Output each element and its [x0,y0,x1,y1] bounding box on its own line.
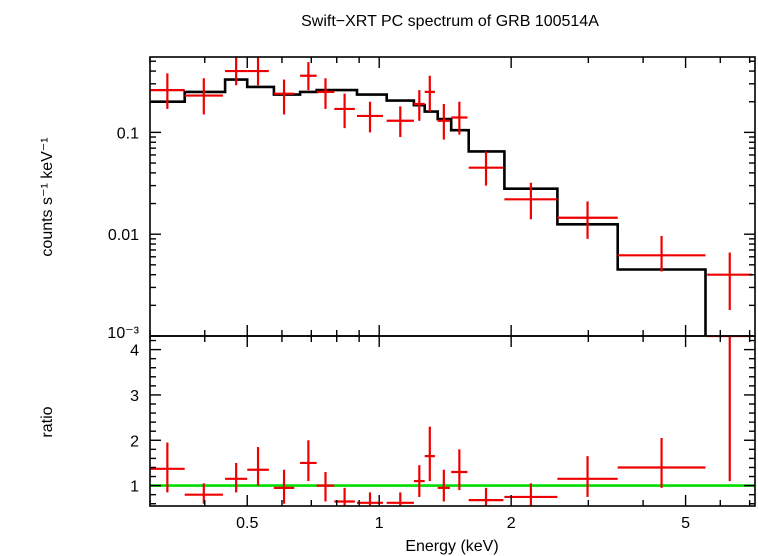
bottom-y-axis-label: ratio [39,406,56,437]
bottom-y-tick-label: 4 [130,343,139,360]
ratio-point [707,336,753,482]
model-group [150,78,707,336]
top-panel [149,56,756,337]
data-point [273,79,295,115]
ratio-point [451,449,468,491]
bottom-y-tick-label: 3 [130,388,139,405]
data-point [617,235,706,272]
ratio-point [424,426,435,482]
ratio-point [247,447,269,486]
data-points-top [150,57,753,311]
data-points-bottom [150,336,753,506]
top-y-axis-label: counts s⁻¹ keV⁻¹ [39,137,56,256]
top-y-tick-label: 10⁻³ [107,325,139,342]
data-point [150,73,185,109]
data-point [413,90,425,121]
bottom-panel-frame [149,335,756,507]
bottom-y-tick-label: 1 [130,479,139,496]
ratio-point [437,469,450,502]
x-tick-label: 2 [507,515,516,532]
top-panel-frame [149,56,756,337]
ratio-point [273,469,295,504]
bottom-y-tick-label: 2 [130,433,139,450]
x-tick-label: 0.5 [236,515,258,532]
data-point [300,62,317,91]
data-point [557,201,618,239]
ratio-point [386,492,414,506]
ratio-point [617,438,706,488]
ratio-point [468,487,504,506]
data-point [316,78,335,109]
x-ticks [149,57,751,506]
x-axis-label: Energy (keV) [405,538,498,555]
data-point [504,182,558,220]
data-point [184,78,223,115]
data-point [357,101,383,133]
bottom-y-ticks [150,339,755,505]
top-y-tick-label: 0.1 [117,125,139,142]
data-point [451,101,468,135]
data-point [386,106,414,138]
ratio-point [300,440,317,482]
chart-title: Swift−XRT PC spectrum of GRB 100514A [301,13,599,30]
x-tick-label: 5 [681,515,690,532]
ratio-point [334,487,355,506]
ratio-point [184,483,223,504]
ratio-point [504,483,558,506]
data-point [334,93,355,129]
data-point [707,252,753,311]
ratio-point [557,456,618,497]
data-point [225,57,248,86]
ratio-point [413,465,425,497]
data-point [437,103,450,140]
data-point [247,57,269,86]
ratio-point [225,462,248,493]
bottom-panel [149,335,756,507]
ratio-point [150,442,185,493]
data-point [468,151,504,186]
data-point [424,75,435,112]
ratio-point [316,472,335,502]
x-tick-label: 1 [375,515,384,532]
top-y-tick-label: 0.01 [108,227,139,244]
model-step-line [150,78,707,336]
top-y-ticks [150,60,755,337]
